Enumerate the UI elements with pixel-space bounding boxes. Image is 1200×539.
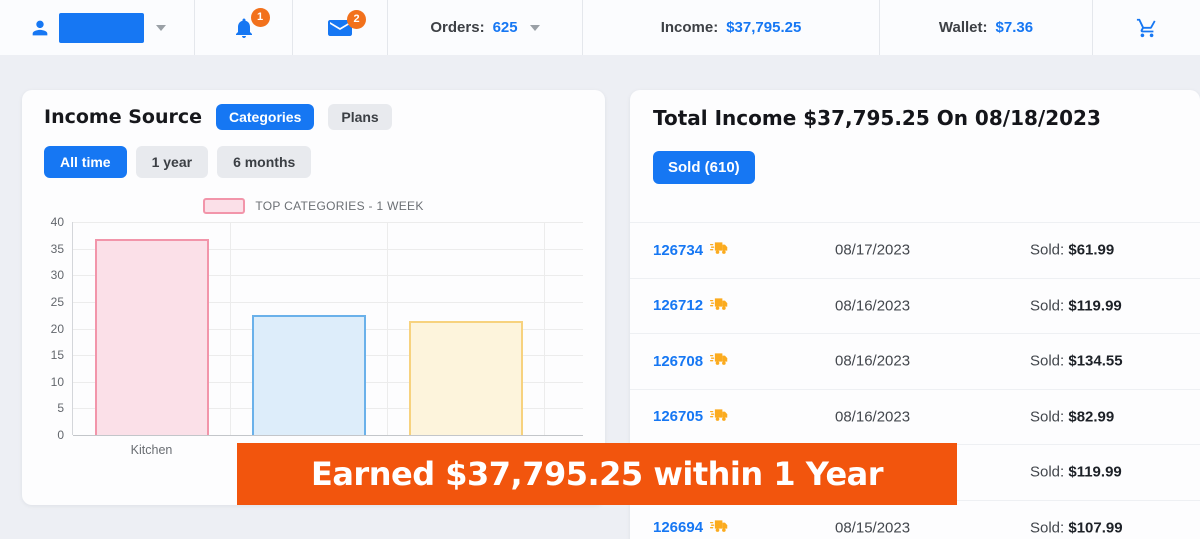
bell-icon (235, 18, 252, 38)
chart-gridline-vertical (387, 222, 388, 435)
order-sold-amount: Sold: $82.99 (1030, 408, 1115, 426)
order-date: 08/15/2023 (835, 519, 911, 537)
order-row: 126712 08/16/2023 Sold: $119.99 (630, 277, 1200, 334)
y-axis-tick: 40 (50, 215, 64, 229)
order-row: 126734 08/17/2023 Sold: $61.99 (630, 222, 1200, 278)
truck-icon (710, 297, 728, 315)
chart-gridline (73, 435, 583, 436)
user-icon (29, 17, 51, 39)
y-axis-tick: 10 (50, 374, 64, 389)
notifications-badge: 1 (250, 7, 270, 27)
chart-gridline (73, 222, 583, 223)
order-id-link[interactable]: 126705 (653, 408, 728, 426)
filter-6-months[interactable]: 6 months (217, 146, 312, 178)
y-axis-tick: 5 (57, 401, 64, 416)
order-id-link[interactable]: 126708 (653, 352, 728, 370)
chart-gridline-vertical (544, 222, 545, 435)
x-axis-label: Kitchen (130, 443, 173, 457)
truck-icon (710, 519, 728, 537)
chart-plot: 0 5 10 15 20 25 30 35 40 Kitchen (51, 215, 583, 457)
order-id-link[interactable]: 126734 (653, 241, 728, 259)
orders-value: 625 (492, 19, 518, 36)
filter-all-time[interactable]: All time (44, 146, 127, 178)
earnings-banner-text: Earned $37,795.25 within 1 Year (310, 455, 884, 493)
sold-filter-button[interactable]: Sold (610) (653, 151, 755, 184)
truck-icon (710, 241, 728, 259)
y-axis-tick: 0 (57, 428, 64, 442)
chart-legend: TOP CATEGORIES - 1 WEEK (22, 198, 605, 214)
truck-icon (710, 408, 728, 426)
orders-label: Orders: (430, 19, 485, 36)
income-label: Income: (660, 19, 719, 36)
total-income-title: Total Income $37,795.25 On 08/18/2023 (653, 106, 1101, 130)
truck-icon (710, 352, 728, 370)
income-source-title: Income Source (44, 106, 202, 128)
cart-icon (1136, 18, 1156, 37)
y-axis-tick: 30 (50, 268, 64, 283)
orders-list: 126734 08/17/2023 Sold: $61.99 126712 08/16/… (630, 222, 1200, 539)
y-axis-tick: 25 (50, 294, 64, 309)
order-date: 08/17/2023 (835, 241, 911, 259)
legend-swatch (203, 198, 246, 214)
order-sold-amount: Sold: $107.99 (1030, 519, 1123, 537)
y-axis-tick: 15 (50, 348, 64, 363)
earnings-banner: Earned $37,795.25 within 1 Year (237, 443, 957, 505)
order-row: 126708 08/16/2023 Sold: $134.55 (630, 333, 1200, 389)
messages-button[interactable]: 2 (293, 0, 388, 55)
chart-gridline (73, 248, 583, 250)
tab-categories[interactable]: Categories (216, 104, 315, 130)
chevron-down-icon (529, 24, 540, 31)
orders-menu[interactable]: Orders: 625 (388, 0, 583, 55)
tab-plans[interactable]: Plans (328, 104, 392, 130)
wallet-label: Wallet: (938, 19, 988, 36)
chart-bar (251, 315, 366, 435)
wallet-value: $7.36 (995, 19, 1034, 36)
top-bar: 1 2 Orders: 625 Income: $37,795.25 Walle… (0, 0, 1200, 55)
mail-icon (328, 19, 352, 36)
chart-bar (94, 239, 209, 435)
order-id-link[interactable]: 126694 (653, 519, 728, 537)
y-axis-tick: 20 (50, 321, 64, 336)
chart-gridline (73, 275, 583, 277)
chart-bar (408, 320, 523, 435)
order-date: 08/16/2023 (835, 297, 911, 315)
user-name-redacted (58, 12, 144, 43)
cart-button[interactable] (1093, 0, 1200, 55)
order-sold-amount: Sold: $61.99 (1030, 241, 1115, 259)
chart-gridline-vertical (230, 222, 231, 435)
user-menu[interactable] (0, 0, 195, 55)
order-sold-amount: Sold: $119.99 (1030, 297, 1122, 315)
notifications-button[interactable]: 1 (195, 0, 293, 55)
income-value: $37,795.25 (726, 19, 802, 36)
order-sold-amount: Sold: $134.55 (1030, 352, 1123, 370)
messages-badge: 2 (347, 9, 366, 29)
chevron-down-icon (155, 24, 166, 31)
income-source-panel: Income Source Categories Plans All time … (22, 90, 605, 505)
wallet-stat: Wallet: $7.36 (880, 0, 1093, 55)
order-sold-amount: Sold: $119.99 (1030, 463, 1122, 481)
order-id-link[interactable]: 126712 (653, 297, 728, 315)
chart-gridline (73, 301, 583, 303)
legend-label: TOP CATEGORIES - 1 WEEK (255, 199, 424, 213)
income-stat: Income: $37,795.25 (583, 0, 880, 55)
order-row: 126694 08/15/2023 Sold: $107.99 (630, 499, 1200, 539)
order-date: 08/16/2023 (835, 352, 911, 370)
y-axis-tick: 35 (50, 241, 64, 256)
order-date: 08/16/2023 (835, 408, 911, 426)
filter-1-year[interactable]: 1 year (135, 146, 209, 178)
order-row: 126705 08/16/2023 Sold: $82.99 (630, 388, 1200, 445)
